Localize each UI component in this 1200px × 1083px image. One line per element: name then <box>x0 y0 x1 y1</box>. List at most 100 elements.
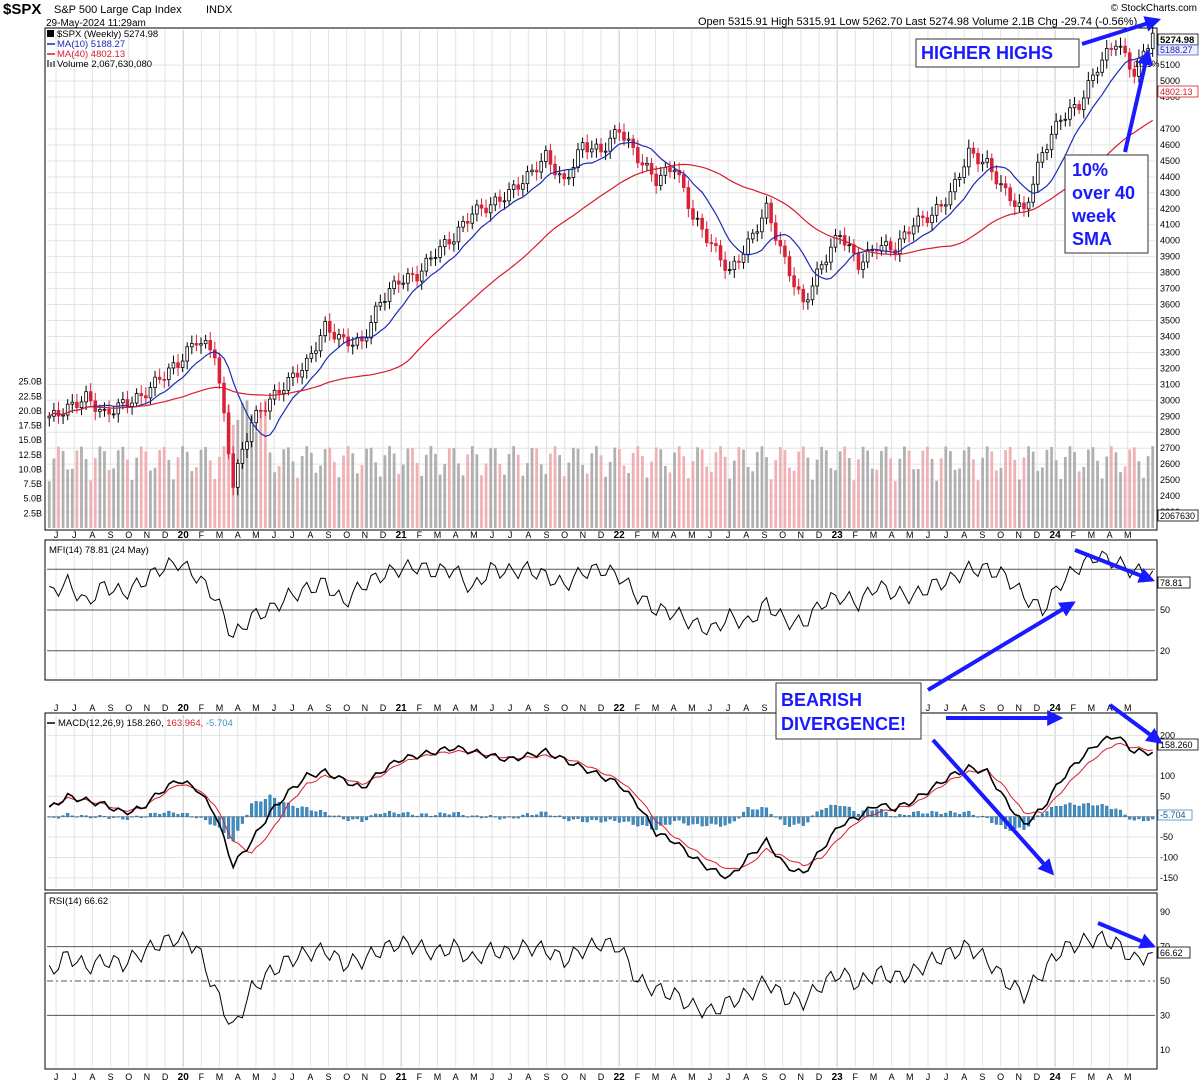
macd-histogram-bar <box>493 816 497 818</box>
month-label: S <box>979 530 985 540</box>
month-label: F <box>417 530 423 540</box>
macd-histogram-bar <box>558 815 562 817</box>
volume-badge: 2067630 <box>1157 509 1199 522</box>
volume-bar <box>61 450 65 528</box>
volume-tick-label: 12.5B <box>18 450 42 460</box>
volume-bar <box>893 480 897 528</box>
month-label: S <box>326 1072 332 1082</box>
month-label: A <box>961 530 967 540</box>
volume-bar <box>778 446 782 528</box>
candle-body <box>999 183 1003 186</box>
volume-bar <box>549 453 552 528</box>
macd-histogram-bar <box>856 813 860 817</box>
volume-bar <box>429 446 433 528</box>
macd-histogram-bar <box>912 811 916 817</box>
macd-histogram-bar <box>319 810 323 817</box>
month-label: J <box>726 1072 731 1082</box>
month-label: M <box>1124 530 1132 540</box>
volume-bar <box>503 474 506 528</box>
month-label: N <box>362 703 369 713</box>
volume-bar <box>645 477 649 528</box>
volume-bar <box>512 446 516 528</box>
month-label: 24 <box>1050 530 1062 541</box>
volume-bar <box>755 451 759 528</box>
candle-body <box>603 150 608 153</box>
macd-histogram-bar <box>884 812 888 817</box>
month-label: J <box>944 1072 949 1082</box>
macd-histogram-bar <box>208 816 212 825</box>
macd-histogram-bar <box>787 816 792 827</box>
candle-body <box>295 372 300 378</box>
candle-body <box>75 401 79 409</box>
volume-bar <box>438 474 442 528</box>
candle-body <box>327 321 332 333</box>
candle-body <box>470 213 475 224</box>
candle-body <box>387 288 392 302</box>
price-tick-label: 4200 <box>1160 204 1180 214</box>
month-label: J <box>726 530 731 540</box>
volume-bar <box>300 455 304 528</box>
macd-histogram-bar <box>797 816 801 824</box>
candle-body <box>824 261 829 266</box>
month-label: 22 <box>614 530 626 541</box>
macd-histogram-bar <box>153 812 157 817</box>
candle-body <box>760 217 764 233</box>
candle-body <box>452 241 456 245</box>
macd-tick-label: 50 <box>1160 791 1170 801</box>
candle-body <box>429 257 433 260</box>
candle-body <box>967 147 971 168</box>
volume-bar <box>1059 479 1063 528</box>
volume-bar <box>434 453 437 528</box>
macd-histogram-bar <box>723 816 727 826</box>
macd-histogram-bar <box>728 816 732 824</box>
macd-histogram-bar <box>1091 805 1095 817</box>
price-tick-label: 4000 <box>1160 236 1180 246</box>
candle-body <box>98 409 102 412</box>
candle-body <box>144 395 148 399</box>
macd-legend-name: MACD(12,26,9) <box>58 718 124 729</box>
volume-tick-label: 10.0B <box>18 464 42 474</box>
volume-bar <box>342 455 345 528</box>
candle-body <box>1022 202 1026 210</box>
volume-bar <box>172 479 175 528</box>
volume-bar <box>590 453 594 528</box>
candle-body <box>576 149 580 168</box>
candle-body <box>231 453 235 488</box>
candle-body <box>957 177 962 180</box>
macd-histogram-bar <box>769 814 773 817</box>
month-label: S <box>108 703 114 713</box>
month-label: S <box>544 1072 550 1082</box>
macd-histogram-bar <box>1114 808 1118 817</box>
macd-histogram-bar <box>355 816 359 820</box>
volume-bar <box>1027 446 1030 528</box>
candle-body <box>755 231 760 234</box>
candle-body <box>796 286 801 290</box>
volume-bar <box>195 467 198 528</box>
macd-histogram-bar <box>351 816 355 820</box>
macd-histogram-bar <box>613 816 617 821</box>
volume-bar <box>199 449 203 528</box>
volume-bar <box>1100 478 1104 528</box>
macd-histogram-bar <box>102 816 106 817</box>
volume-bar <box>921 450 925 528</box>
candle-body <box>309 352 314 359</box>
candle-body <box>962 166 966 178</box>
candle-body <box>617 129 622 133</box>
volume-label: Volume <box>972 16 1009 28</box>
candle-body <box>337 334 341 340</box>
volume-bar <box>765 457 768 528</box>
candle-body <box>769 202 773 224</box>
macd-histogram-bar <box>406 812 410 817</box>
macd-histogram-bar <box>898 813 902 817</box>
candle-body <box>240 448 245 464</box>
volume-bar <box>650 461 653 528</box>
macd-histogram-bar <box>562 816 566 820</box>
macd-histogram-bar <box>56 816 61 819</box>
volume-bar <box>484 463 488 528</box>
macd-tick-label: 200 <box>1160 730 1175 740</box>
macd-histogram-bar <box>1077 805 1081 817</box>
volume-bar <box>103 451 106 528</box>
volume-tick-label: 15.0B <box>18 435 42 445</box>
macd-histogram-bar <box>994 816 998 825</box>
